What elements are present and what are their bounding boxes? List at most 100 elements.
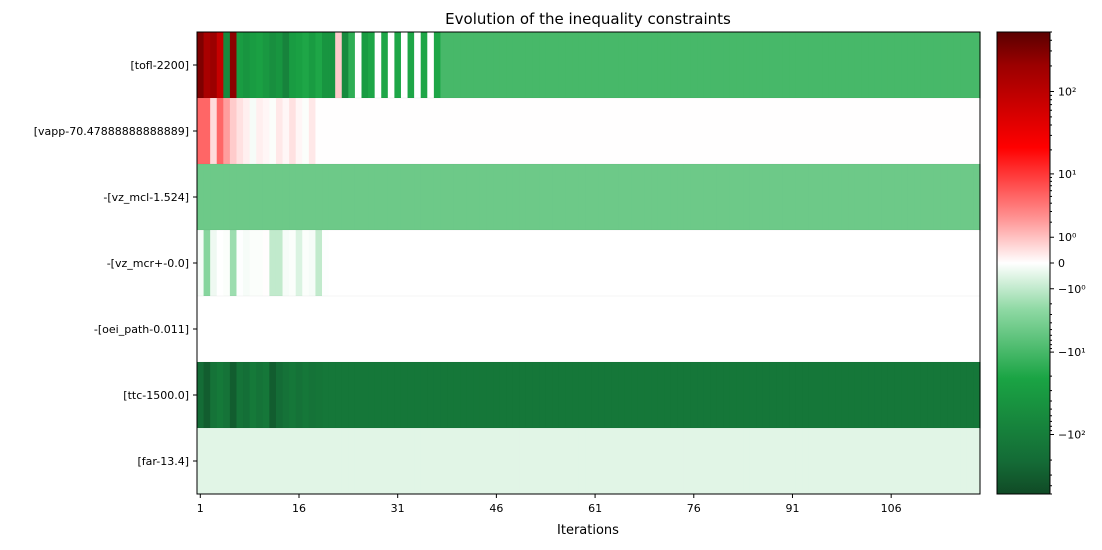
heatmap-cell — [466, 32, 474, 99]
heatmap-cell — [295, 362, 303, 429]
heatmap-cell — [552, 230, 560, 297]
heatmap-cell — [960, 428, 968, 495]
heatmap-cell — [407, 428, 415, 495]
heatmap-cell — [881, 32, 889, 99]
heatmap-cell — [868, 32, 876, 99]
heatmap-cell — [901, 230, 909, 297]
heatmap-cell — [578, 98, 586, 165]
heatmap-cell — [835, 230, 843, 297]
heatmap-cell — [920, 32, 928, 99]
heatmap-cell — [776, 32, 784, 99]
heatmap-cell — [729, 428, 738, 495]
heatmap-cell — [953, 98, 961, 165]
heatmap-cell — [723, 32, 731, 99]
heatmap-cell — [854, 164, 863, 231]
colorbar-tick-label: 0 — [1058, 257, 1065, 270]
heatmap-cell — [249, 362, 257, 429]
heatmap-cell — [275, 296, 284, 363]
heatmap-cell — [868, 98, 876, 165]
heatmap-cell — [940, 362, 948, 429]
heatmap-cell — [966, 428, 975, 495]
heatmap-cell — [328, 32, 336, 99]
heatmap-cell — [736, 98, 744, 165]
heatmap-cell — [479, 230, 488, 297]
heatmap-cell — [966, 362, 975, 429]
heatmap-cell — [887, 32, 896, 99]
heatmap-cell — [532, 428, 540, 495]
heatmap-cell — [348, 428, 356, 495]
heatmap-cell — [223, 164, 231, 231]
heatmap-cell — [341, 32, 349, 99]
heatmap-cell — [453, 362, 461, 429]
heatmap-cell — [762, 32, 771, 99]
heatmap-cell — [703, 98, 711, 165]
heatmap-cell — [795, 428, 803, 495]
heatmap-cell — [506, 164, 514, 231]
heatmap-cell — [749, 164, 757, 231]
heatmap-cell — [361, 32, 369, 99]
heatmap-cell — [229, 362, 238, 429]
heatmap-cell — [236, 230, 244, 297]
heatmap-cell — [789, 428, 797, 495]
heatmap-cell — [874, 296, 882, 363]
heatmap-cell — [657, 98, 665, 165]
heatmap-cell — [644, 428, 652, 495]
heatmap-cell — [611, 98, 619, 165]
heatmap-cell — [565, 296, 573, 363]
heatmap-cell — [486, 296, 494, 363]
colorbar-tick-label: 10² — [1058, 86, 1076, 99]
colorbar-tick-label: 10⁰ — [1058, 231, 1077, 244]
heatmap-cell — [598, 32, 606, 99]
colorbar-tick-label: −10¹ — [1058, 346, 1086, 359]
heatmap-cell — [907, 98, 915, 165]
heatmap-cell — [243, 164, 251, 231]
heatmap-cell — [368, 230, 376, 297]
y-axis: [tofl-2200] [vapp-70.47888888888889] -[vz_… — [34, 59, 197, 468]
heatmap-cell — [249, 164, 257, 231]
heatmap-cell — [815, 98, 823, 165]
heatmap-cell — [394, 428, 402, 495]
heatmap-cell — [887, 230, 896, 297]
heatmap-cell — [762, 428, 771, 495]
heatmap-cell — [545, 362, 553, 429]
heatmap-cell — [407, 98, 415, 165]
heatmap-cell — [598, 428, 606, 495]
heatmap-cell — [341, 296, 349, 363]
heatmap-cell — [637, 164, 646, 231]
heatmap-cell — [216, 428, 224, 495]
heatmap-cell — [716, 32, 724, 99]
heatmap-cell — [710, 230, 718, 297]
heatmap-cell — [841, 230, 849, 297]
heatmap-cell — [703, 164, 711, 231]
heatmap-cell — [216, 362, 224, 429]
heatmap-cell — [229, 230, 238, 297]
heatmap-cell — [427, 164, 435, 231]
heatmap-cell — [335, 164, 343, 231]
heatmap-cell — [848, 98, 856, 165]
heatmap-cell — [381, 164, 389, 231]
heatmap-cell — [499, 296, 507, 363]
heatmap-cell — [322, 230, 330, 297]
heatmap-cell — [407, 296, 415, 363]
heatmap-cell — [677, 230, 685, 297]
heatmap-cell — [387, 362, 395, 429]
colorbar-ticks: 10² 10¹ 10⁰ 0 −10⁰ −10¹ −10² — [1050, 31, 1086, 495]
heatmap-cell — [282, 428, 290, 495]
heatmap-cell — [269, 98, 277, 165]
heatmap-cell — [572, 362, 580, 429]
heatmap-cell — [743, 428, 751, 495]
heatmap-cell — [565, 428, 573, 495]
heatmap-cell — [881, 296, 889, 363]
heatmap-cell — [756, 230, 764, 297]
heatmap-cell — [861, 32, 869, 99]
heatmap-cell — [815, 230, 823, 297]
heatmap-cell — [723, 164, 731, 231]
heatmap-cell — [710, 98, 718, 165]
heatmap-cell — [703, 362, 711, 429]
heatmap-cell — [782, 428, 790, 495]
heatmap-cell — [348, 98, 356, 165]
heatmap-cell — [716, 164, 724, 231]
heatmap-cell — [690, 230, 698, 297]
heatmap-cell — [453, 98, 461, 165]
heatmap-cell — [966, 296, 975, 363]
